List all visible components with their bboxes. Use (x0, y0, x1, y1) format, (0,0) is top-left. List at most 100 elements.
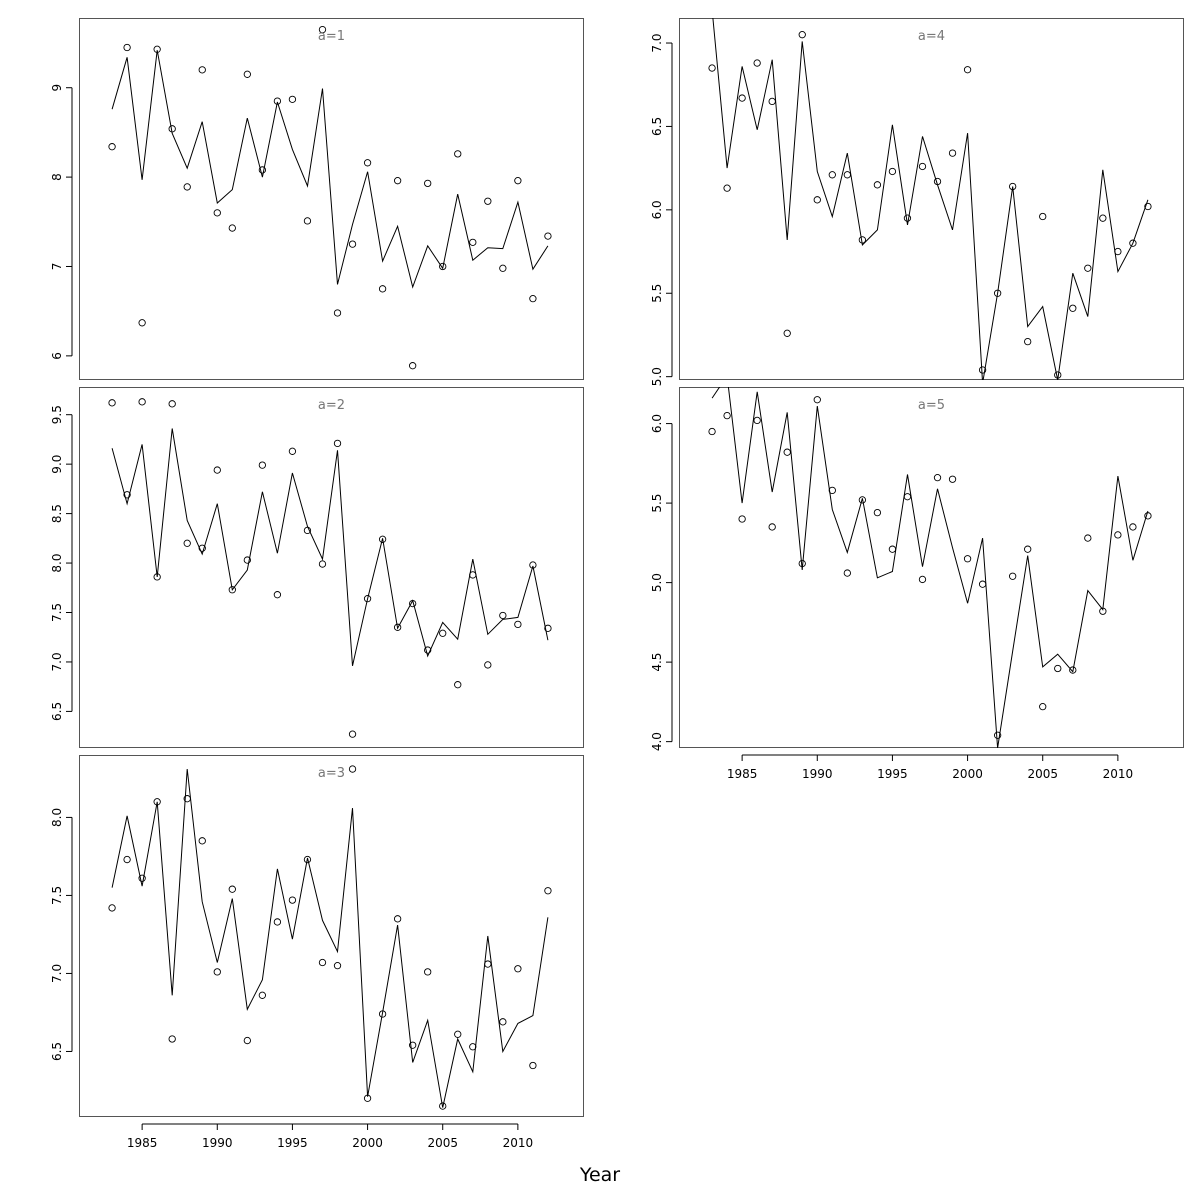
data-point (738, 94, 746, 102)
data-point (258, 461, 267, 469)
y-tick-label: 5.5 (650, 494, 664, 513)
data-point (153, 798, 161, 806)
data-point (948, 149, 957, 157)
data-point (1144, 202, 1152, 211)
x-tick-label: 1990 (802, 767, 833, 781)
y-tick-label: 5.0 (650, 367, 664, 386)
data-point (813, 196, 821, 204)
y-tick-label: 5.5 (650, 284, 664, 303)
x-tick-label: 1985 (727, 767, 758, 781)
data-point (424, 179, 432, 188)
data-point (378, 535, 387, 543)
data-point (828, 171, 836, 179)
data-point (258, 166, 267, 174)
data-point (918, 575, 927, 584)
data-point (409, 1041, 417, 1049)
data-point (903, 214, 912, 222)
data-point (858, 496, 867, 504)
y-tick-label: 7.0 (50, 652, 64, 671)
data-point (1069, 304, 1077, 312)
data-point (1054, 664, 1062, 673)
y-tick-label: 7 (50, 263, 64, 271)
data-point (708, 64, 716, 72)
data-point (439, 1102, 447, 1110)
data-point (484, 960, 492, 968)
data-point (123, 43, 131, 52)
data-point (828, 486, 836, 495)
data-point (1129, 523, 1137, 531)
fitted-line (111, 428, 549, 667)
panel-title: a=5 (918, 398, 945, 413)
data-point (918, 162, 927, 171)
data-point (243, 556, 251, 564)
y-tick-label: 6.5 (50, 1042, 64, 1061)
data-point (288, 95, 297, 103)
data-point (273, 97, 282, 105)
data-point (529, 1061, 537, 1070)
data-point (993, 731, 1002, 739)
plot-data (708, 387, 1152, 748)
x-tick-label: 1990 (202, 1136, 233, 1150)
data-point (529, 295, 537, 303)
data-point (1039, 703, 1047, 711)
data-point (424, 646, 432, 654)
data-point (318, 560, 327, 568)
y-tick-label: 6.5 (650, 117, 664, 136)
data-point (153, 573, 161, 581)
data-point (723, 184, 731, 192)
data-point (723, 411, 731, 420)
data-point (363, 1094, 372, 1102)
data-point (333, 439, 342, 448)
data-point (544, 232, 552, 240)
data-point (499, 611, 507, 620)
data-point (424, 968, 432, 976)
panel-title: a=1 (318, 29, 345, 44)
data-point (183, 539, 191, 547)
plot-data (108, 765, 552, 1110)
y-tick-label: 4.5 (650, 653, 664, 672)
data-point (843, 171, 851, 179)
data-point (544, 887, 552, 895)
data-point (813, 396, 821, 404)
x-tick-label: 1985 (127, 1136, 158, 1150)
x-tick-label: 2005 (427, 1136, 458, 1150)
data-point (753, 416, 761, 425)
data-point (393, 623, 402, 631)
data-point (1144, 512, 1152, 520)
data-point (933, 473, 942, 482)
data-point (153, 45, 161, 53)
data-point (439, 629, 447, 637)
data-point (1129, 239, 1137, 247)
data-point (409, 599, 417, 608)
y-tick-label: 6.0 (650, 200, 664, 219)
data-point (318, 958, 327, 967)
plot-data (108, 25, 552, 370)
data-point (1039, 212, 1047, 221)
fitted-line (711, 387, 1149, 748)
data-point (1009, 182, 1017, 191)
data-point (378, 285, 387, 293)
plot-panel: 6.5 7.0 7.5 8.0 8.5 9.0 9.5 a=2 (50, 387, 584, 748)
data-point (108, 399, 116, 407)
data-point (288, 896, 297, 904)
data-point (1099, 607, 1107, 615)
data-point (1114, 247, 1122, 256)
data-point (843, 569, 851, 577)
data-point (138, 398, 146, 406)
data-point (484, 661, 492, 669)
data-point (228, 224, 236, 232)
data-point (933, 177, 942, 186)
data-point (499, 1018, 507, 1026)
data-point (888, 545, 897, 553)
data-point (708, 427, 716, 436)
data-point (378, 1010, 387, 1018)
y-tick-label: 6.0 (650, 414, 664, 433)
fitted-line (712, 18, 1149, 380)
data-point (963, 555, 972, 563)
data-point (108, 143, 116, 151)
x-tick-label: 2005 (1027, 767, 1058, 781)
panel-title: a=4 (918, 29, 945, 44)
data-point (873, 508, 882, 517)
y-tick-label: 9 (50, 84, 64, 92)
y-tick-label: 4.0 (650, 732, 664, 751)
